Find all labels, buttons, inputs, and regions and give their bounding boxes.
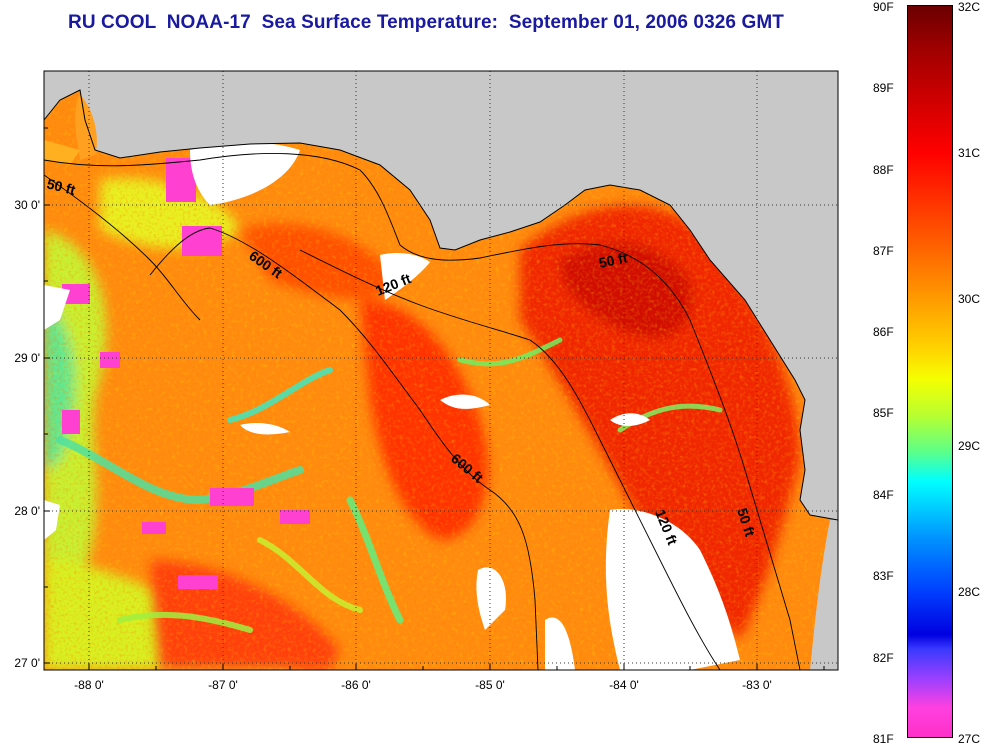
colorbar-f-label: 84F (873, 488, 894, 502)
cool-filaments (56, 337, 723, 633)
colorbar-c-label: 29C (958, 439, 981, 453)
colorbar-f-label: 89F (873, 81, 894, 95)
lon-tick-label: -88 0' (74, 678, 104, 692)
cloud-edge-patches (62, 72, 530, 589)
axis-ticks (44, 127, 825, 670)
temperature-colorbar (907, 5, 953, 738)
colorbar-f-label: 87F (873, 244, 894, 258)
colorbar-c-label: 32C (958, 0, 981, 14)
lon-tick-label: -86 0' (341, 678, 371, 692)
colorbar-c-label: 28C (958, 585, 981, 599)
lat-tick-label: 29 0' (14, 351, 40, 365)
longitude-labels: -88 0' -87 0' -86 0' -85 0' -84 0' -83 0… (74, 678, 772, 692)
colorbar-c-label: 30C (958, 292, 981, 306)
bathymetry-contours (44, 153, 801, 670)
colorbar-c-label: 27C (958, 732, 981, 746)
lat-tick-label: 28 0' (14, 504, 40, 518)
colorbar-f-label: 82F (873, 651, 894, 665)
lat-tick-label: 30 0' (14, 198, 40, 212)
no-data-areas (44, 142, 740, 670)
coastline (44, 89, 838, 521)
contour-label: 50 ft (45, 175, 77, 198)
lat-tick-label: 27 0' (14, 656, 40, 670)
colorbar-f-label: 90F (873, 0, 894, 14)
land-mass (44, 71, 838, 520)
colorbar-f-label: 85F (873, 406, 894, 420)
colorbar-f-label: 86F (873, 325, 894, 339)
colorbar-f-label: 83F (873, 569, 894, 583)
contour-label: 50 ft (597, 249, 629, 271)
lon-tick-label: -83 0' (742, 678, 772, 692)
colorbar-f-label: 88F (873, 163, 894, 177)
graticule (44, 71, 838, 670)
map-title: RU COOL NOAA-17 Sea Surface Temperature:… (68, 12, 784, 33)
lon-tick-label: -84 0' (609, 678, 639, 692)
latitude-labels: 30 0' 29 0' 28 0' 27 0' (14, 198, 40, 670)
colorbar-c-label: 31C (958, 146, 981, 160)
lon-tick-label: -87 0' (208, 678, 238, 692)
lon-tick-label: -85 0' (475, 678, 505, 692)
colorbar-f-label: 81F (873, 732, 894, 746)
